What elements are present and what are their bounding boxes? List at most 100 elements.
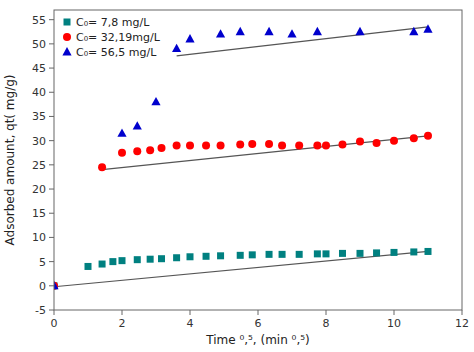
x-tick — [54, 310, 55, 315]
y-tick-label: 10 — [32, 231, 46, 244]
y-tick — [49, 116, 54, 117]
point — [117, 128, 126, 136]
page: {"chart_data": { "type": "scatter", "xla… — [0, 0, 474, 352]
point — [287, 29, 296, 37]
point — [410, 134, 418, 142]
point — [322, 141, 330, 149]
point — [296, 251, 303, 258]
point-series — [54, 248, 432, 289]
point — [339, 250, 346, 257]
point — [186, 141, 194, 149]
x-tick — [190, 310, 191, 315]
point — [146, 146, 154, 154]
point — [99, 261, 106, 268]
y-tick-label: 20 — [32, 183, 46, 196]
point — [356, 138, 364, 146]
fit-line — [54, 251, 428, 286]
y-tick-label: 45 — [32, 62, 46, 75]
point — [391, 249, 398, 256]
point — [151, 97, 160, 105]
point — [134, 256, 141, 263]
point — [133, 147, 141, 155]
point — [355, 27, 364, 35]
point — [425, 248, 432, 255]
point — [158, 144, 166, 152]
y-tick-label: 25 — [32, 159, 46, 172]
point — [119, 257, 126, 264]
point — [133, 121, 142, 129]
point — [54, 282, 58, 290]
point — [409, 27, 418, 35]
point — [357, 250, 364, 257]
chart: 024681012-50510152025303540455055Time ⁰,… — [0, 0, 474, 352]
data — [54, 24, 433, 289]
point — [410, 248, 417, 255]
y-tick-label: 5 — [39, 256, 46, 269]
point — [237, 252, 244, 259]
point — [98, 163, 106, 171]
point — [173, 141, 181, 149]
point — [158, 255, 165, 262]
y-tick — [49, 189, 54, 190]
x-tick-label: 12 — [455, 317, 469, 330]
x-tick-label: 0 — [51, 317, 58, 330]
y-tick — [49, 140, 54, 141]
point — [265, 140, 273, 148]
point — [313, 141, 321, 149]
fit-line — [102, 136, 428, 170]
point-series — [54, 24, 433, 289]
point-series — [54, 132, 432, 290]
x-tick-label: 4 — [187, 317, 194, 330]
y-tick-label: 35 — [32, 110, 46, 123]
point — [278, 141, 286, 149]
point — [54, 281, 59, 289]
point — [236, 141, 244, 149]
y-tick — [49, 285, 54, 286]
point — [173, 254, 180, 261]
x-tick-label: 8 — [323, 317, 330, 330]
y-tick — [49, 164, 54, 165]
y-tick — [49, 310, 54, 311]
legend: C₀= 7,8 mg/LC₀= 32,19mg/LC₀= 56,5 mg/L — [62, 16, 160, 59]
x-tick — [258, 310, 259, 315]
y-tick — [49, 68, 54, 69]
point — [313, 27, 322, 35]
y-tick — [49, 237, 54, 238]
point — [216, 29, 225, 37]
y-tick — [49, 19, 54, 20]
y-tick-label: 15 — [32, 207, 46, 220]
point — [236, 27, 245, 35]
legend-marker — [64, 19, 71, 26]
point — [264, 27, 273, 35]
x-tick-label: 6 — [255, 317, 262, 330]
point — [248, 140, 256, 148]
point — [187, 253, 194, 260]
y-tick — [49, 261, 54, 262]
point — [424, 132, 432, 140]
point — [295, 141, 303, 149]
point — [279, 251, 286, 258]
point — [109, 258, 116, 265]
point — [338, 141, 346, 149]
point — [217, 141, 225, 149]
point — [118, 149, 126, 157]
point — [266, 251, 273, 258]
x-tick — [394, 310, 395, 315]
y-tick-label: 40 — [32, 86, 46, 99]
point — [373, 249, 380, 256]
legend-marker — [62, 47, 71, 55]
x-tick — [122, 310, 123, 315]
point — [314, 250, 321, 257]
point — [373, 139, 381, 147]
y-tick — [49, 43, 54, 44]
point — [323, 250, 330, 257]
plot-background — [54, 10, 462, 310]
axes: 024681012-50510152025303540455055 — [32, 14, 469, 330]
point — [217, 252, 224, 259]
y-tick — [49, 92, 54, 93]
legend-label: C₀= 56,5 mg/L — [76, 46, 157, 59]
point — [203, 253, 210, 260]
fit-line — [177, 27, 428, 56]
plot-frame — [54, 10, 462, 310]
legend-label: C₀= 7,8 mg/L — [76, 16, 150, 29]
